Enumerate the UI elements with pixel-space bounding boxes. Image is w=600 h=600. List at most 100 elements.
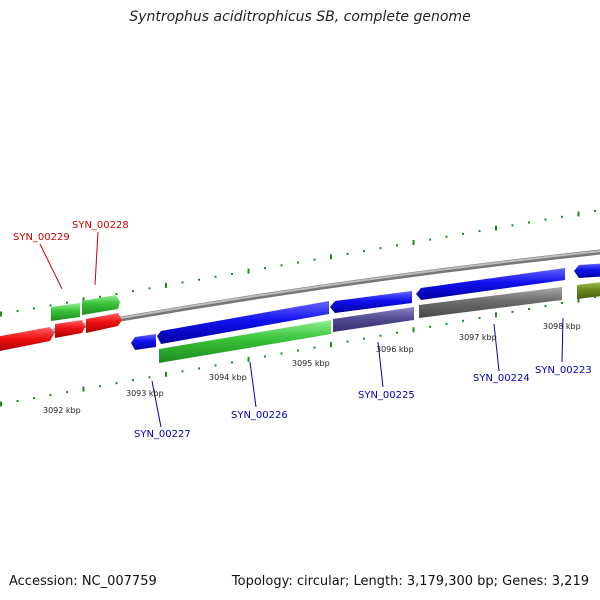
gc-dot: [561, 302, 563, 304]
tick-label-3096: 3096 kbp: [376, 345, 414, 354]
gc-dot: [280, 264, 283, 267]
gc-dots-lower: [0, 296, 596, 407]
tick-label-3092: 3092 kbp: [43, 406, 81, 415]
gc-dot: [412, 327, 415, 333]
gc-dot: [0, 401, 2, 407]
gc-dot: [346, 340, 349, 343]
map-title: Syntrophus aciditrophicus SB, complete g…: [129, 9, 471, 25]
gc-dots-upper: [0, 210, 596, 317]
gc-dot: [0, 311, 2, 317]
gc-dot: [165, 371, 167, 377]
gc-dot: [247, 268, 250, 274]
gc-dot: [577, 297, 580, 303]
tick-label-3093: 3093 kbp: [126, 389, 164, 398]
gc-dot: [396, 331, 398, 334]
gc-dot: [577, 211, 580, 217]
gc-dot: [247, 356, 250, 362]
gc-dot: [495, 312, 497, 318]
gc-dot: [594, 210, 596, 212]
gc-dot: [445, 235, 448, 238]
gc-dot: [16, 310, 19, 313]
gene-syn-00227[interactable]: [131, 334, 156, 350]
gc-dot: [561, 215, 563, 218]
gc-dot: [594, 296, 596, 299]
gc-dot: [49, 394, 52, 397]
gc-dot: [429, 325, 431, 328]
gc-dot: [478, 316, 481, 319]
gc-dot: [198, 278, 200, 281]
accession-label: Accession: NC_007759: [9, 574, 157, 589]
label-leaders: [39, 231, 564, 428]
gc-dot: [528, 221, 530, 224]
gc-dot: [82, 386, 85, 392]
gc-dot: [346, 252, 349, 255]
gc-dot: [33, 307, 35, 310]
tick-label-3095: 3095 kbp: [292, 359, 330, 368]
gene-reverse-blue-3[interactable]: [416, 268, 565, 300]
gc-dot: [148, 287, 151, 290]
label-syn-00228: SYN_00228: [72, 220, 129, 231]
gene-syn-00224[interactable]: [419, 287, 562, 318]
label-syn-00226: SYN_00226: [231, 410, 288, 421]
gc-dot: [66, 301, 68, 304]
label-syn-00224: SYN_00224: [473, 373, 530, 384]
gc-dot: [132, 379, 134, 382]
gc-dot: [379, 247, 382, 250]
label-syn-00229: SYN_00229: [13, 232, 70, 243]
gene-syn-00226[interactable]: [159, 320, 331, 363]
gc-dot: [330, 254, 332, 260]
gene-reverse-blue-2[interactable]: [330, 291, 412, 313]
gc-dot: [544, 218, 547, 221]
gc-dot: [462, 319, 464, 322]
gc-dot: [66, 391, 68, 394]
tick-label-3094: 3094 kbp: [209, 373, 247, 382]
gc-dot: [16, 400, 19, 402]
gc-dot: [264, 267, 266, 270]
gc-dot: [214, 275, 217, 278]
label-syn-00223: SYN_00223: [535, 365, 592, 376]
gene-syn-00223[interactable]: [577, 281, 600, 299]
gc-dot: [99, 295, 101, 298]
genome-stats: Topology: circular; Length: 3,179,300 bp…: [231, 574, 589, 589]
gc-dot: [313, 258, 316, 261]
gene-syn-00225[interactable]: [333, 307, 414, 332]
gc-dot: [181, 281, 184, 284]
gc-dot: [231, 361, 233, 364]
gc-dot: [115, 382, 118, 385]
gc-dot: [165, 282, 167, 288]
gc-dot: [181, 370, 184, 373]
gc-dot: [49, 304, 52, 307]
gene-syn-00228[interactable]: [82, 295, 120, 315]
gc-dot: [511, 310, 514, 313]
gc-dot: [297, 349, 299, 352]
gc-dot: [280, 352, 283, 355]
gc-dot: [445, 322, 448, 325]
gene-forward-red-3[interactable]: [86, 313, 122, 333]
gc-dot: [462, 232, 464, 235]
gene-reverse-blue-4[interactable]: [574, 263, 600, 278]
gc-dot: [148, 376, 151, 379]
gene-forward-red-1[interactable]: [0, 327, 54, 352]
gene-syn-00229[interactable]: [51, 303, 80, 321]
gene-forward-red-2[interactable]: [55, 320, 85, 338]
gc-dot: [544, 305, 547, 307]
gc-dot: [313, 346, 316, 349]
gc-dot: [396, 244, 398, 247]
gc-dot: [363, 337, 365, 340]
gc-dot: [379, 334, 382, 337]
gc-dot: [297, 261, 299, 264]
gc-dot: [528, 308, 530, 310]
label-syn-00225: SYN_00225: [358, 390, 415, 401]
gc-dot: [132, 290, 134, 293]
gc-dot: [495, 225, 497, 231]
gc-dot: [429, 238, 431, 241]
gene-reverse-blue-long[interactable]: [157, 301, 329, 344]
gc-dot: [82, 297, 85, 303]
gc-dot: [478, 230, 481, 233]
gc-dot: [412, 240, 415, 245]
tick-label-3097: 3097 kbp: [459, 333, 497, 342]
gc-dot: [99, 385, 101, 388]
gc-dot: [33, 397, 35, 400]
gc-dot: [330, 342, 332, 348]
